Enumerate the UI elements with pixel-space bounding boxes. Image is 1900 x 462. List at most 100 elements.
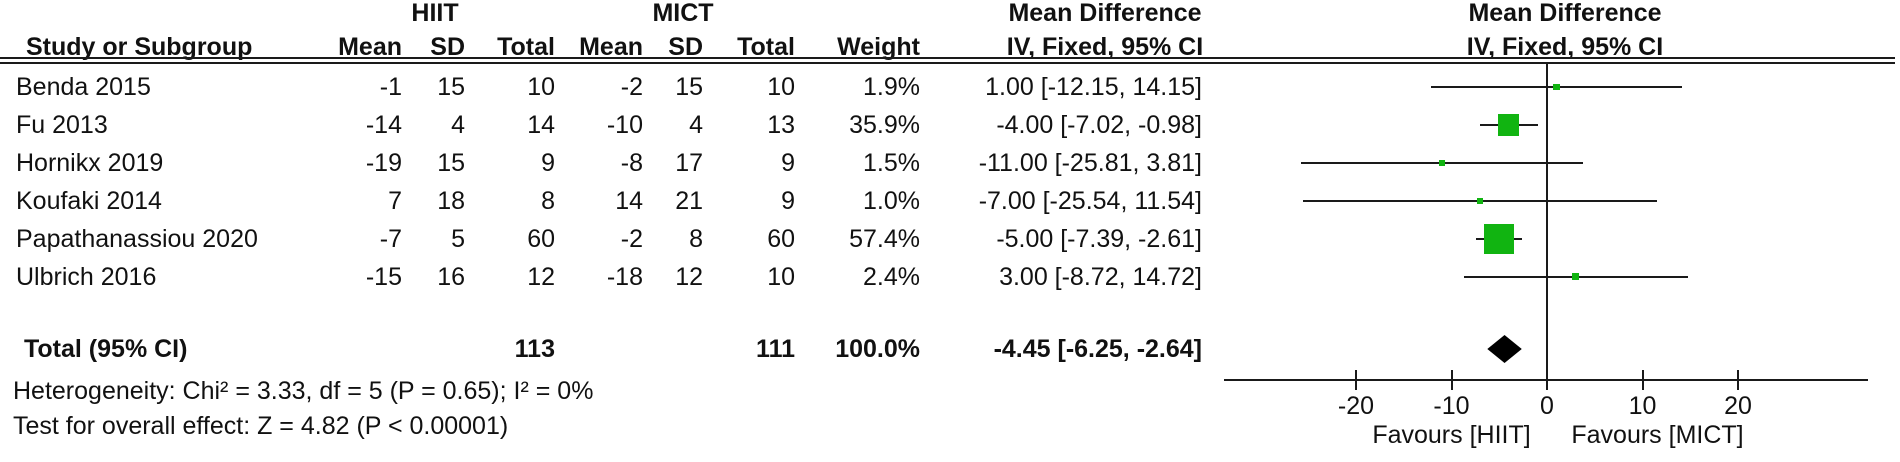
total-n-mict: 111 <box>756 335 795 363</box>
axis-tick-label: 20 <box>1724 392 1752 420</box>
group-header-row: HIIT MICT Mean Difference Mean Differenc… <box>0 0 1900 26</box>
total-label: Total (95% CI) <box>24 335 188 363</box>
col-header-weight: Weight <box>837 33 920 61</box>
sd-hiit: 5 <box>451 225 465 253</box>
sd-hiit: 18 <box>437 187 465 215</box>
favours-left-label: Favours [HIIT] <box>1372 421 1531 449</box>
sd-hiit: 15 <box>437 149 465 177</box>
ci-text: -11.00 [-25.81, 3.81] <box>978 149 1202 177</box>
axis-tick-label: 10 <box>1628 392 1657 420</box>
mean-hiit: -1 <box>379 73 402 101</box>
total-n-hiit: 113 <box>514 335 555 363</box>
mean-difference-title-right: Mean Difference <box>1468 0 1662 27</box>
col-header-sd-hiit: SD <box>430 33 465 61</box>
effect-marker <box>1553 83 1560 91</box>
total-mict: 10 <box>767 263 795 291</box>
ci-text: 1.00 [-12.15, 14.15] <box>985 73 1202 101</box>
total-weight: 100.0% <box>835 335 920 363</box>
study-name: Benda 2015 <box>16 73 151 101</box>
col-header-ci-right: IV, Fixed, 95% CI <box>1466 33 1664 61</box>
weight-value: 1.9% <box>863 73 920 101</box>
ci-text: -7.00 [-25.54, 11.54] <box>978 187 1202 215</box>
study-name: Papathanassiou 2020 <box>16 225 258 253</box>
axis-tick-label: -10 <box>1433 392 1470 420</box>
sd-hiit: 15 <box>437 73 465 101</box>
total-mict: 10 <box>767 73 795 101</box>
mean-hiit: -14 <box>365 111 402 139</box>
weight-value: 1.0% <box>863 187 920 215</box>
effect-marker <box>1476 197 1484 205</box>
favours-right-label: Favours [MICT] <box>1571 421 1744 449</box>
col-header-total-hiit: Total <box>497 33 555 61</box>
axis-tick <box>1641 370 1644 390</box>
mean-difference-title-left: Mean Difference <box>1008 0 1202 27</box>
total-hiit: 9 <box>541 149 555 177</box>
study-name: Hornikx 2019 <box>16 149 164 177</box>
table-row: Hornikx 2019 -19 15 9 -8 17 9 1.5% -11.0… <box>0 144 1900 182</box>
total-mict: 9 <box>781 187 795 215</box>
col-header-mean-mict: Mean <box>579 33 643 61</box>
total-hiit: 10 <box>527 73 555 101</box>
table-row: Fu 2013 -14 4 14 -10 4 13 35.9% -4.00 [-… <box>0 106 1900 144</box>
table-row: Koufaki 2014 7 18 8 14 21 9 1.0% -7.00 [… <box>0 182 1900 220</box>
total-hiit: 14 <box>527 111 555 139</box>
weight-value: 1.5% <box>863 149 920 177</box>
ci-text: 3.00 [-8.72, 14.72] <box>999 263 1202 291</box>
mean-hiit: -7 <box>379 225 402 253</box>
axis-tick <box>1355 370 1357 390</box>
effect-marker <box>1484 224 1515 254</box>
sd-mict: 8 <box>689 225 703 253</box>
sd-hiit: 4 <box>451 111 465 139</box>
mean-hiit: -19 <box>365 149 402 177</box>
col-header-study: Study or Subgroup <box>26 33 253 61</box>
study-name: Fu 2013 <box>16 111 108 139</box>
mean-mict: -2 <box>620 225 643 253</box>
sd-mict: 12 <box>675 263 703 291</box>
sd-mict: 21 <box>675 187 703 215</box>
total-ci-text: -4.45 [-6.25, -2.64] <box>993 335 1202 363</box>
sd-mict: 15 <box>675 73 703 101</box>
summary-diamond <box>1487 335 1522 363</box>
col-header-sd-mict: SD <box>668 33 703 61</box>
sd-hiit: 16 <box>437 263 465 291</box>
column-header-row: Study or Subgroup Mean SD Total Mean SD … <box>0 34 1900 60</box>
axis-tick <box>1546 370 1548 390</box>
ci-text: -5.00 [-7.39, -2.61] <box>996 225 1202 253</box>
ci-text: -4.00 [-7.02, -0.98] <box>996 111 1202 139</box>
total-mict: 60 <box>767 225 795 253</box>
axis-tick-label: 0 <box>1540 392 1554 420</box>
weight-value: 57.4% <box>849 225 920 253</box>
mean-mict: -8 <box>620 149 643 177</box>
study-name: Ulbrich 2016 <box>16 263 157 291</box>
total-row: Total (95% CI) 113 111 100.0% -4.45 [-6.… <box>0 330 1900 368</box>
header-rule-bottom <box>0 62 1895 64</box>
mean-mict: -10 <box>606 111 643 139</box>
effect-marker <box>1498 114 1520 136</box>
group-label-hiit: HIIT <box>411 0 459 27</box>
header-rule-top <box>0 57 1895 59</box>
total-hiit: 12 <box>527 263 555 291</box>
col-header-mean-hiit: Mean <box>338 33 402 61</box>
weight-value: 2.4% <box>863 263 920 291</box>
total-hiit: 8 <box>541 187 555 215</box>
col-header-ci-left: IV, Fixed, 95% CI <box>1006 33 1204 61</box>
mean-hiit: -15 <box>365 263 402 291</box>
zero-line <box>1546 64 1548 380</box>
table-row: Papathanassiou 2020 -7 5 60 -2 8 60 57.4… <box>0 220 1900 258</box>
overall-effect-note: Test for overall effect: Z = 4.82 (P < 0… <box>13 412 509 440</box>
total-hiit: 60 <box>527 225 555 253</box>
mean-mict: -18 <box>606 263 643 291</box>
mean-mict: -2 <box>620 73 643 101</box>
effect-marker <box>1438 159 1446 167</box>
col-header-total-mict: Total <box>737 33 795 61</box>
sd-mict: 17 <box>675 149 703 177</box>
group-label-mict: MICT <box>652 0 714 27</box>
mean-mict: 14 <box>615 187 643 215</box>
mean-hiit: 7 <box>388 187 402 215</box>
table-row: Benda 2015 -1 15 10 -2 15 10 1.9% 1.00 [… <box>0 68 1900 106</box>
heterogeneity-note: Heterogeneity: Chi² = 3.33, df = 5 (P = … <box>13 377 594 405</box>
table-row: Ulbrich 2016 -15 16 12 -18 12 10 2.4% 3.… <box>0 258 1900 296</box>
sd-mict: 4 <box>689 111 703 139</box>
